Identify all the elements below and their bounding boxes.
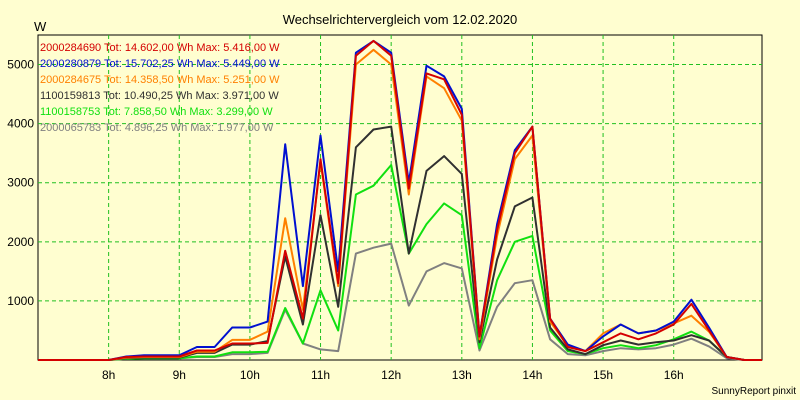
x-tick-label: 12h — [381, 368, 401, 382]
y-tick-label: 4000 — [7, 117, 34, 131]
x-tick-label: 16h — [664, 368, 684, 382]
legend-entry: 2000284690 Tot: 14.602,00 Wh Max: 5.416,… — [40, 42, 280, 54]
series-line — [38, 125, 762, 361]
y-tick-label: 3000 — [7, 176, 34, 190]
series-line — [38, 39, 762, 361]
x-tick-label: 9h — [173, 368, 186, 382]
credit-label: SunnyReport pinxit — [712, 386, 797, 397]
plot-area: 1000 2000 3000 4000 5000 8h 9h 10h 11h 12h 13h 14h 1… — [7, 34, 763, 382]
y-axis-unit: W — [34, 19, 47, 34]
x-tick-label: 15h — [593, 368, 613, 382]
x-tick-label: 13h — [452, 368, 472, 382]
x-tick-label: 14h — [522, 368, 542, 382]
legend-entry: 2000284675 Tot: 14.358,50 Wh Max: 5.251,… — [40, 74, 280, 86]
series-line — [38, 39, 762, 361]
legend-entry: 2000280879 Tot: 15.702,25 Wh Max: 5.449,… — [40, 58, 280, 70]
legend-entry: 1100158753 Tot: 7.858,50 Wh Max: 3.299,0… — [40, 106, 273, 118]
y-tick-label: 5000 — [7, 58, 34, 72]
x-tick-label: 10h — [240, 368, 260, 382]
plot-frame — [37, 34, 763, 361]
x-tick-label: 11h — [311, 368, 330, 382]
x-tick-label: 8h — [102, 368, 115, 382]
chart-title: Wechselrichtervergleich vom 12.02.2020 — [283, 12, 518, 27]
y-tick-label: 2000 — [7, 235, 34, 249]
y-tick-label: 1000 — [7, 294, 34, 308]
legend-entry: 2000065783 Tot: 4.896,25 Wh Max: 1.977,0… — [40, 122, 274, 134]
legend-entry: 1100159813 Tot: 10.490,25 Wh Max: 3.971,… — [40, 90, 279, 102]
